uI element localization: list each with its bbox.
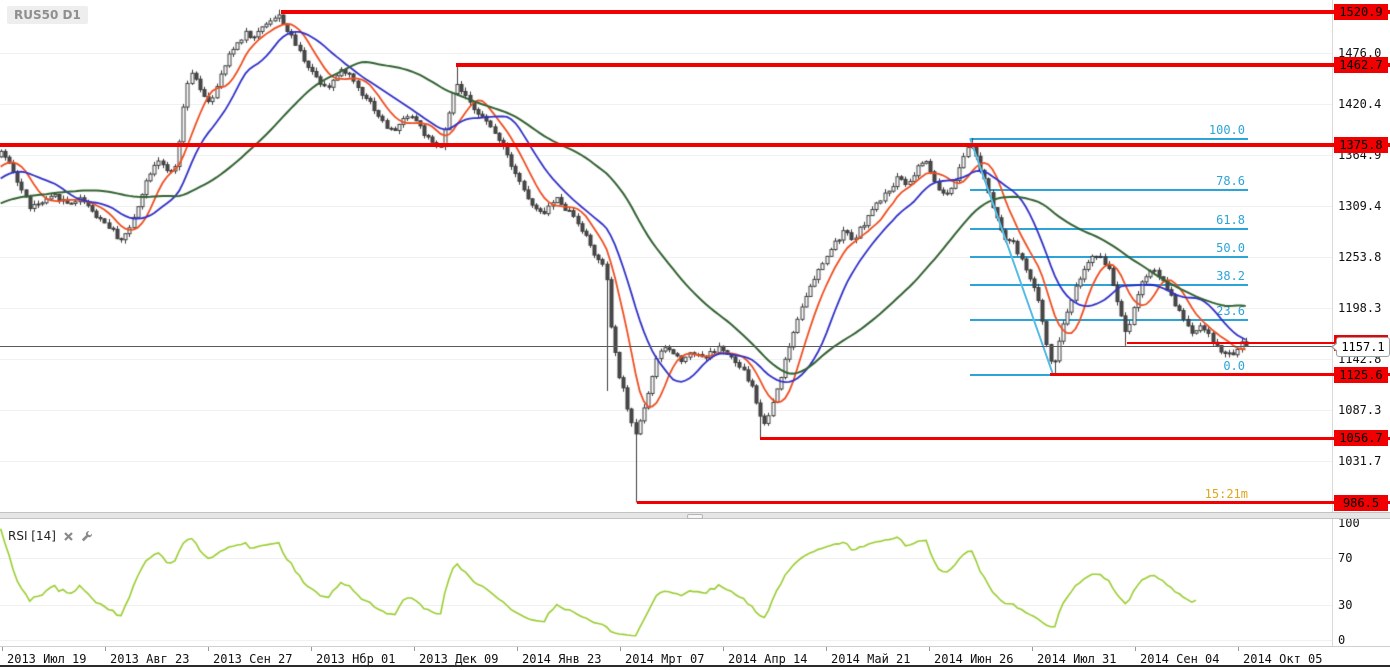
price-level-line[interactable]: [1050, 373, 1390, 376]
price-axis-label: 1420.4: [1338, 97, 1382, 111]
date-tick: [1238, 647, 1239, 651]
price-level-line[interactable]: [456, 63, 1390, 67]
date-tick: [311, 647, 312, 651]
rsi-indicator-header: RSI [14]: [8, 529, 94, 543]
date-tick: [929, 647, 930, 651]
date-label: 2013 Июл 19: [7, 652, 87, 666]
date-tick: [1032, 647, 1033, 651]
rsi-indicator-canvas[interactable]: [0, 519, 1332, 646]
date-tick: [723, 647, 724, 651]
price-level-line[interactable]: [281, 10, 1390, 14]
price-axis-label: 1198.3: [1338, 301, 1382, 315]
date-label: 2013 Сен 27: [213, 652, 293, 666]
price-axis-label: 1476.0: [1338, 46, 1382, 60]
price-level-label: 1520.9: [1334, 4, 1388, 20]
price-level-label: 1462.7: [1334, 57, 1388, 73]
current-price-bubble: 1157.1: [1331, 337, 1390, 357]
window-bottom-border: [0, 665, 1390, 667]
price-axis-label: 1031.7: [1338, 454, 1382, 468]
splitter-grip-handle[interactable]: [687, 514, 703, 519]
price-chart-canvas[interactable]: [0, 0, 1332, 512]
date-label: 2014 Май 21: [831, 652, 911, 666]
bar-countdown-timer: 15:21m: [1204, 487, 1248, 501]
date-label: 2014 Апр 14: [728, 652, 808, 666]
date-tick: [1135, 647, 1136, 651]
date-tick: [2, 647, 3, 651]
date-tick: [105, 647, 106, 651]
date-tick: [620, 647, 621, 651]
x-icon[interactable]: [62, 530, 75, 543]
date-tick: [414, 647, 415, 651]
price-level-label: 1125.6: [1334, 367, 1388, 383]
date-tick: [826, 647, 827, 651]
date-label: 2014 Окт 05: [1243, 652, 1323, 666]
date-label: 2013 Авг 23: [110, 652, 190, 666]
price-axis-separator: [1332, 0, 1333, 646]
current-price-line: [0, 346, 1337, 347]
date-label: 2014 Янв 23: [522, 652, 602, 666]
price-level-label: 1056.7: [1334, 430, 1388, 446]
rsi-indicator-label: RSI [14]: [8, 529, 56, 543]
price-axis-label: 1253.8: [1338, 250, 1382, 264]
date-label: 2014 Мрт 07: [625, 652, 705, 666]
price-level-label: 1375.8: [1334, 137, 1388, 153]
price-level-line[interactable]: [637, 501, 1390, 504]
price-axis-label: 1309.4: [1338, 199, 1382, 213]
price-level-line[interactable]: [1127, 342, 1390, 344]
date-label: 2014 Сен 04: [1140, 652, 1220, 666]
date-tick: [517, 647, 518, 651]
panel-splitter[interactable]: [0, 512, 1390, 519]
date-label: 2013 Дек 09: [419, 652, 499, 666]
price-level-line[interactable]: [0, 143, 1390, 147]
date-tick: [208, 647, 209, 651]
price-axis-label: 1087.3: [1338, 403, 1382, 417]
rsi-axis-label: 100: [1338, 516, 1360, 530]
date-label: 2014 Июл 31: [1037, 652, 1117, 666]
rsi-axis-label: 70: [1338, 551, 1353, 565]
rsi-axis-label: 0: [1338, 633, 1346, 647]
price-level-label: 986.5: [1334, 495, 1388, 511]
fibonacci-trendline[interactable]: [0, 0, 1332, 512]
rsi-axis-label: 30: [1338, 598, 1353, 612]
wrench-icon[interactable]: [81, 530, 94, 543]
price-level-line[interactable]: [760, 437, 1390, 440]
date-label: 2014 Июн 26: [934, 652, 1014, 666]
fib-base-trendline[interactable]: [969, 137, 1054, 375]
date-label: 2013 Нбр 01: [316, 652, 396, 666]
